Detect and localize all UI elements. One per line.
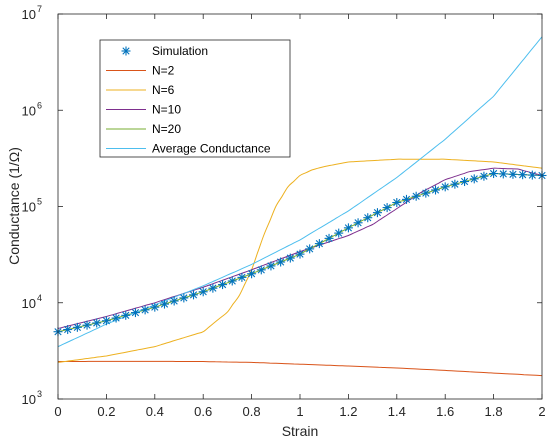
x-tick-label: 1.6 — [436, 404, 454, 419]
simulation-marker — [218, 280, 228, 290]
x-tick-label: 0 — [54, 404, 61, 419]
series-layer — [53, 36, 547, 377]
simulation-marker — [63, 325, 73, 335]
simulation-marker — [72, 322, 82, 332]
x-tick-label: 1.4 — [388, 404, 406, 419]
simulation-marker — [324, 233, 334, 243]
simulation-marker — [372, 208, 382, 218]
legend-label: N=2 — [152, 64, 175, 78]
simulation-marker — [111, 313, 121, 323]
simulation-marker — [440, 182, 450, 192]
simulation-marker — [295, 249, 305, 259]
legend-box — [99, 39, 291, 158]
series-line-n-6 — [57, 158, 543, 363]
y-tick-label: 10 — [22, 103, 36, 118]
x-tick-label: 2 — [538, 404, 545, 419]
simulation-marker — [237, 272, 247, 282]
legend-label: Simulation — [152, 44, 208, 58]
x-tick-label: 0.6 — [194, 404, 212, 419]
simulation-marker — [169, 296, 179, 306]
simulation-marker — [334, 228, 344, 238]
simulation-marker — [121, 310, 131, 320]
legend: Simulation N=2 N=6 N=10 N=20 Average Conducta… — [99, 39, 291, 158]
x-axis-label: Strain — [282, 423, 319, 439]
simulation-marker — [159, 299, 169, 309]
simulation-marker — [392, 198, 402, 208]
legend-label: N=10 — [152, 103, 181, 117]
simulation-marker — [189, 290, 199, 300]
simulation-marker — [92, 318, 102, 328]
y-tick-label: 10 — [22, 200, 36, 215]
simulation-marker — [527, 170, 537, 180]
legend-label: N=6 — [152, 83, 175, 97]
legend-marker-simulation — [121, 46, 131, 56]
x-axis: 0 0.2 0.4 0.6 0.8 1 1.2 1.4 1.6 1.8 2 — [54, 14, 546, 419]
x-tick-label: 0.4 — [146, 404, 164, 419]
y-tick-exponent: 3 — [37, 389, 42, 399]
x-tick-label: 1.8 — [485, 404, 503, 419]
simulation-marker — [276, 257, 286, 267]
simulation-marker — [498, 169, 508, 179]
simulation-marker — [256, 265, 266, 275]
y-tick-label: 10 — [22, 392, 36, 407]
simulation-marker — [198, 287, 208, 297]
simulation-marker — [489, 169, 499, 179]
simulation-marker — [179, 293, 189, 303]
simulation-marker — [353, 218, 363, 228]
x-tick-label: 0.2 — [97, 404, 115, 419]
x-tick-label: 1 — [296, 404, 303, 419]
simulation-marker — [266, 261, 276, 271]
simulation-marker — [247, 269, 257, 279]
y-axis-label: Conductance (1/Ω) — [6, 147, 22, 265]
simulation-marker — [82, 320, 92, 330]
legend-label: Average Conductance — [152, 142, 271, 156]
y-tick-label: 10 — [22, 7, 36, 22]
simulation-marker — [508, 169, 518, 179]
simulation-marker — [479, 171, 489, 181]
simulation-marker — [382, 203, 392, 213]
legend-label: N=20 — [152, 122, 181, 136]
x-tick-label: 1.2 — [339, 404, 357, 419]
x-tick-label: 0.8 — [243, 404, 261, 419]
y-tick-label: 10 — [22, 296, 36, 311]
simulation-marker — [101, 316, 111, 326]
simulation-marker — [208, 283, 218, 293]
simulation-marker — [411, 191, 421, 201]
simulation-marker — [343, 223, 353, 233]
y-tick-exponent: 6 — [37, 100, 42, 110]
y-tick-exponent: 4 — [37, 293, 42, 303]
simulation-marker — [401, 194, 411, 204]
simulation-marker — [469, 174, 479, 184]
simulation-marker — [130, 308, 140, 318]
series-line-average-conductance — [57, 36, 543, 348]
simulation-marker — [305, 244, 315, 254]
series-line-n-2 — [58, 360, 543, 377]
simulation-marker — [431, 185, 441, 195]
y-tick-exponent: 7 — [37, 4, 42, 14]
simulation-marker — [460, 177, 470, 187]
simulation-marker — [140, 305, 150, 315]
simulation-marker — [285, 253, 295, 263]
simulation-marker — [518, 170, 528, 180]
simulation-marker — [314, 239, 324, 249]
y-tick-exponent: 5 — [37, 197, 42, 207]
simulation-marker — [363, 213, 373, 223]
simulation-marker — [450, 179, 460, 189]
simulation-marker — [421, 188, 431, 198]
simulation-marker — [150, 302, 160, 312]
simulation-marker — [227, 276, 237, 286]
